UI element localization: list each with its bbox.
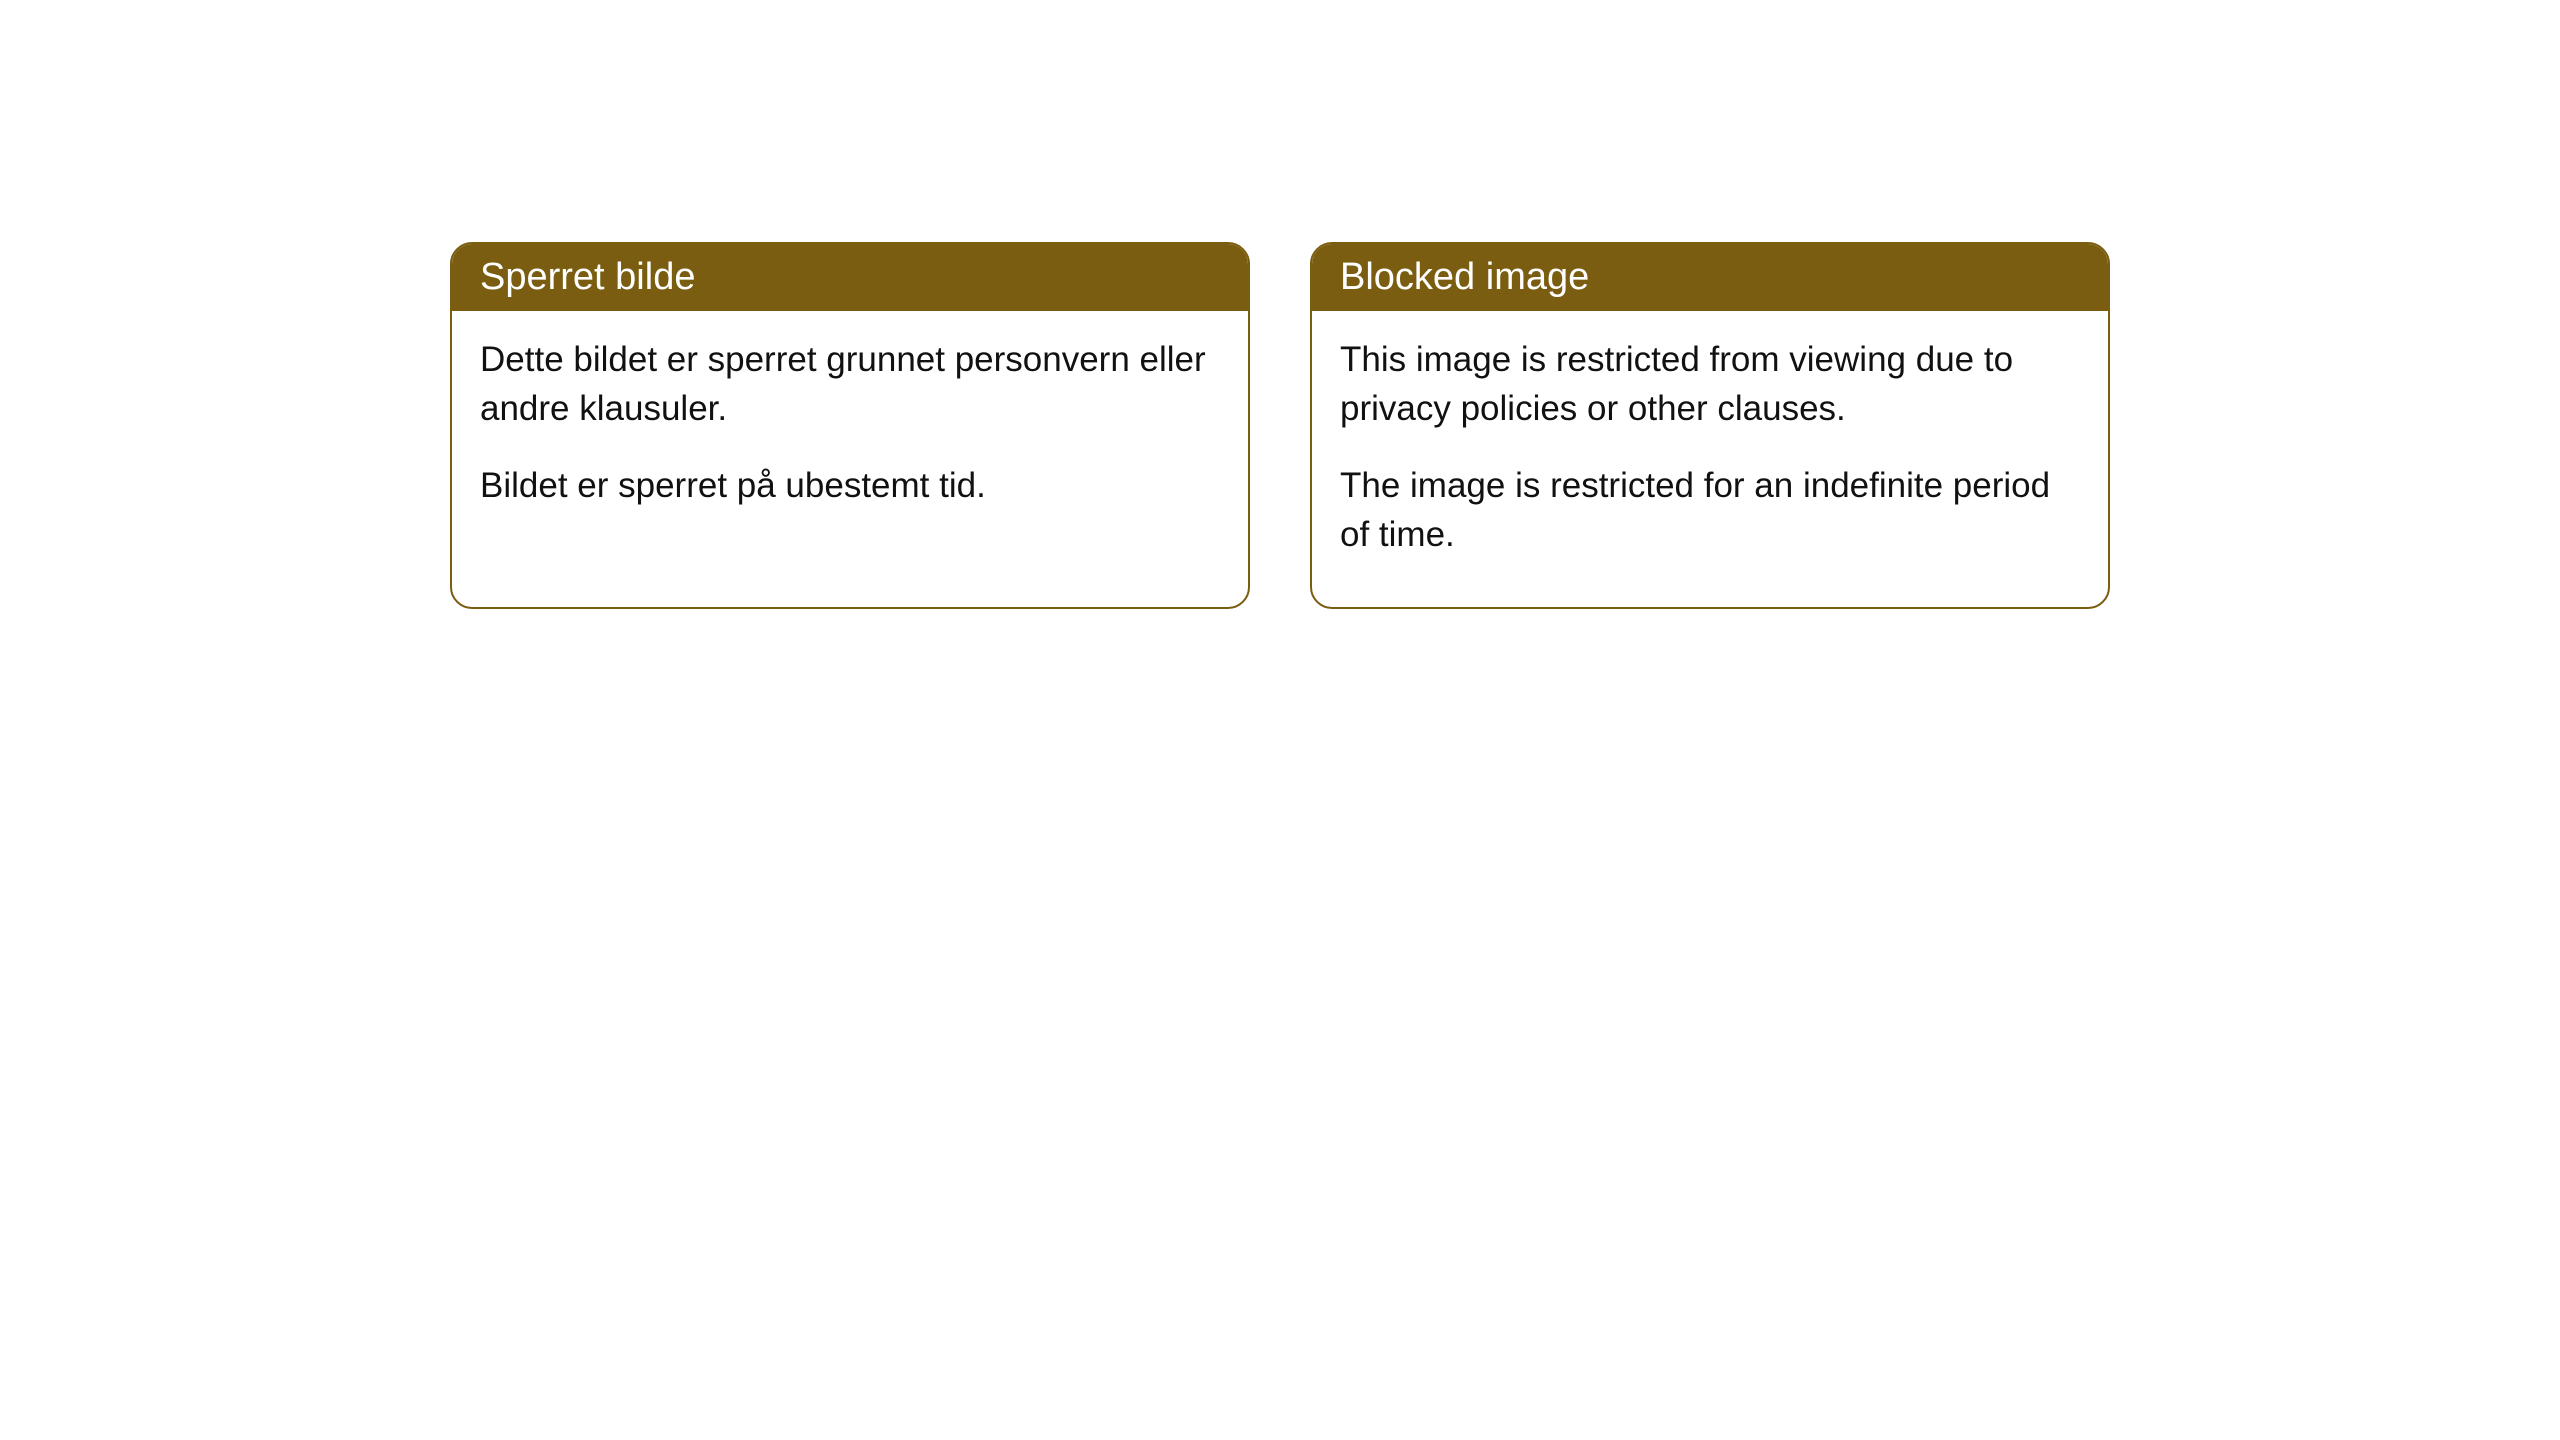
card-text-line-1: This image is restricted from viewing du… bbox=[1340, 335, 2080, 433]
card-header: Sperret bilde bbox=[452, 244, 1248, 311]
card-title: Sperret bilde bbox=[480, 256, 695, 298]
card-title: Blocked image bbox=[1340, 256, 1589, 298]
card-text-line-1: Dette bildet er sperret grunnet personve… bbox=[480, 335, 1220, 433]
card-text-line-2: Bildet er sperret på ubestemt tid. bbox=[480, 461, 1220, 510]
notice-card-english: Blocked image This image is restricted f… bbox=[1310, 242, 2110, 609]
card-text-line-2: The image is restricted for an indefinit… bbox=[1340, 461, 2080, 559]
notice-container: Sperret bilde Dette bildet er sperret gr… bbox=[450, 242, 2110, 609]
notice-card-norwegian: Sperret bilde Dette bildet er sperret gr… bbox=[450, 242, 1250, 609]
card-body: This image is restricted from viewing du… bbox=[1312, 311, 2108, 607]
card-body: Dette bildet er sperret grunnet personve… bbox=[452, 311, 1248, 558]
card-header: Blocked image bbox=[1312, 244, 2108, 311]
